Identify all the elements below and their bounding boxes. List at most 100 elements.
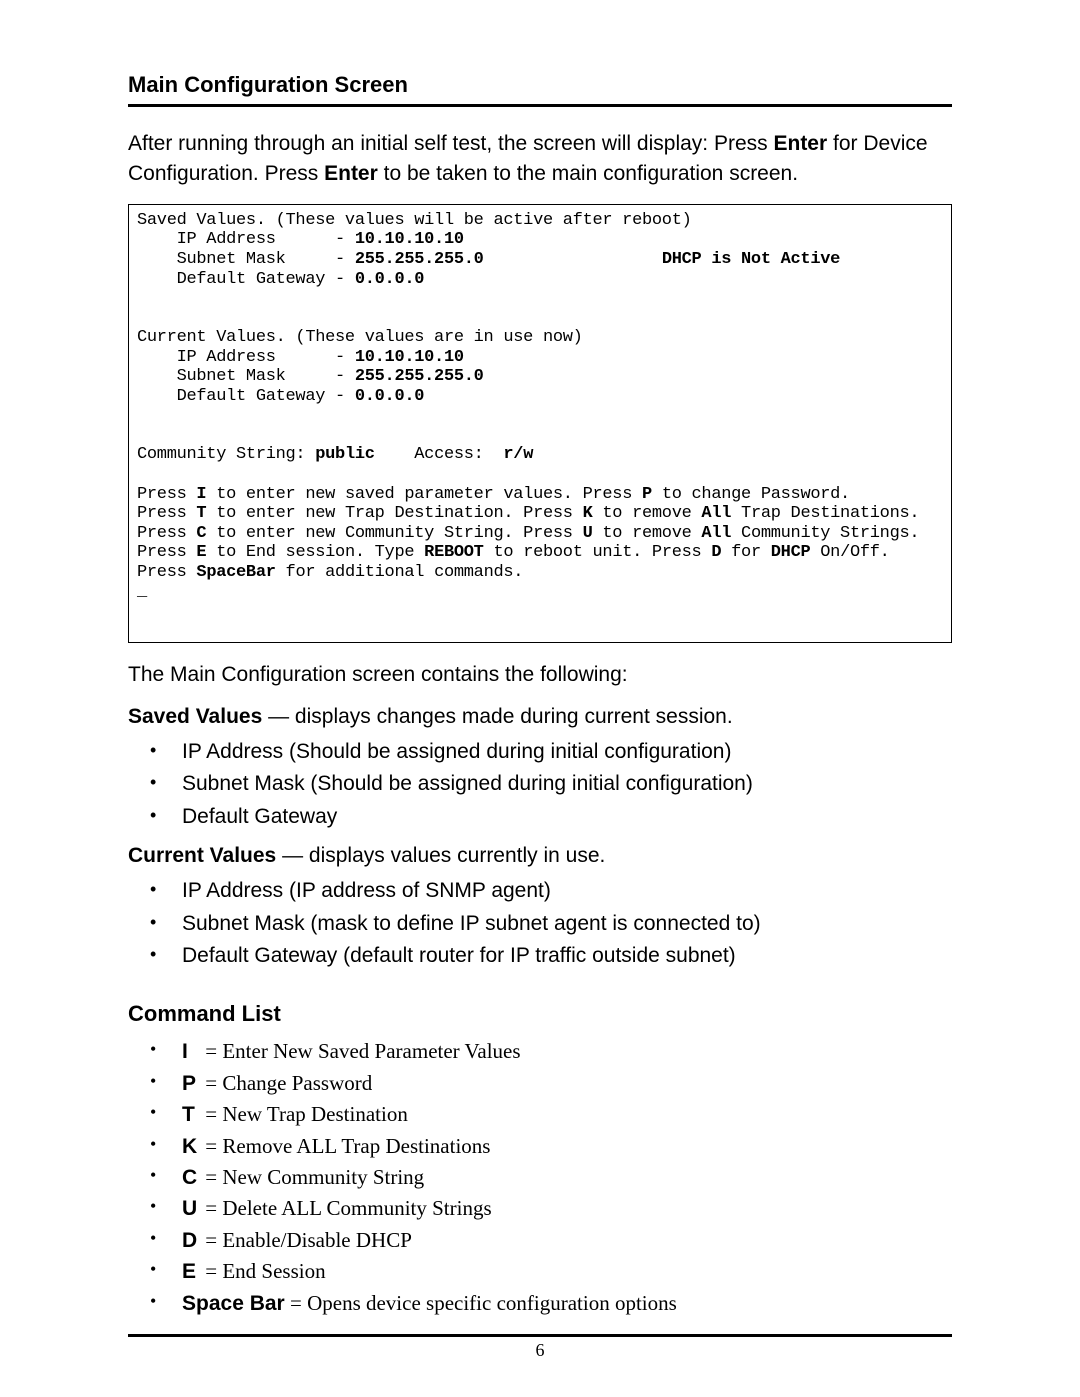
- current-values-bullets: IP Address (IP address of SNMP agent) Su…: [128, 876, 952, 971]
- page-number: 6: [0, 1340, 1080, 1361]
- list-item: Default Gateway: [128, 802, 952, 832]
- contains-line: The Main Configuration screen contains t…: [128, 663, 952, 687]
- current-values-desc: — displays values currently in use.: [276, 844, 605, 867]
- t-help2-a: Press: [137, 504, 196, 523]
- cmd-desc: New Community String: [222, 1165, 424, 1189]
- cmd-key: U: [182, 1194, 200, 1223]
- t-help4-c: to reboot unit. Press: [484, 543, 712, 562]
- cmd-key: I: [182, 1037, 200, 1066]
- list-item: Subnet Mask (Should be assigned during i…: [128, 769, 952, 799]
- t-current-gw-value: 0.0.0.0: [355, 387, 424, 406]
- cmd-key: T: [182, 1100, 200, 1129]
- t-access-label: Access:: [375, 445, 504, 464]
- t-help3-a: Press: [137, 524, 196, 543]
- t-saved-mask-label: Subnet Mask -: [137, 250, 355, 269]
- t-help4-k3: D: [711, 543, 721, 562]
- list-item: E = End Session: [128, 1257, 952, 1286]
- t-help2-d: Trap Destinations.: [731, 504, 919, 523]
- t-community-value: public: [315, 445, 374, 464]
- t-current-mask-value: 255.255.255.0: [355, 367, 484, 386]
- t-cursor: _: [137, 582, 147, 601]
- t-help4-e: On/Off.: [810, 543, 889, 562]
- list-item: P = Change Password: [128, 1069, 952, 1098]
- t-help4-k1: E: [196, 543, 206, 562]
- list-item: Subnet Mask (mask to define IP subnet ag…: [128, 909, 952, 939]
- t-help3-k3: All: [701, 524, 731, 543]
- list-item: Default Gateway (default router for IP t…: [128, 941, 952, 971]
- cmd-desc: Enter New Saved Parameter Values: [222, 1039, 520, 1063]
- cmd-desc: End Session: [222, 1259, 325, 1283]
- cmd-key: E: [182, 1257, 200, 1286]
- intro-text-3: to be taken to the main configuration sc…: [378, 162, 798, 185]
- t-help1-c: to change Password.: [652, 485, 850, 504]
- list-item: IP Address (IP address of SNMP agent): [128, 876, 952, 906]
- list-item: I = Enter New Saved Parameter Values: [128, 1037, 952, 1066]
- intro-bold-2: Enter: [324, 162, 378, 185]
- heading-rule: [128, 104, 952, 107]
- cmd-desc: Enable/Disable DHCP: [222, 1228, 412, 1252]
- t-saved-mask-value: 255.255.255.0: [355, 250, 484, 269]
- cmd-desc: Delete ALL Community Strings: [222, 1196, 491, 1220]
- t-help5-a: Press: [137, 563, 196, 582]
- intro-bold-1: Enter: [773, 132, 827, 155]
- t-saved-header: Saved Values. (These values will be acti…: [137, 211, 692, 230]
- t-community-label: Community String:: [137, 445, 315, 464]
- t-help4-k2: REBOOT: [424, 543, 483, 562]
- t-access-value: r/w: [503, 445, 533, 464]
- command-list: I = Enter New Saved Parameter Values P =…: [128, 1037, 952, 1318]
- t-current-ip-label: IP Address -: [137, 348, 355, 367]
- t-current-ip-value: 10.10.10.10: [355, 348, 464, 367]
- t-saved-ip-label: IP Address -: [137, 230, 355, 249]
- intro-text-1: After running through an initial self te…: [128, 132, 773, 155]
- t-help2-b: to enter new Trap Destination. Press: [206, 504, 582, 523]
- list-item: K = Remove ALL Trap Destinations: [128, 1132, 952, 1161]
- t-help5-b: for additional commands.: [276, 563, 524, 582]
- cmd-desc: New Trap Destination: [222, 1102, 408, 1126]
- cmd-desc: Change Password: [222, 1071, 372, 1095]
- footer-rule: [128, 1334, 952, 1337]
- list-item: D = Enable/Disable DHCP: [128, 1226, 952, 1255]
- command-list-heading: Command List: [128, 1001, 952, 1027]
- t-saved-gw-value: 0.0.0.0: [355, 270, 424, 289]
- t-help3-b: to enter new Community String. Press: [206, 524, 582, 543]
- current-values-label: Current Values: [128, 844, 276, 867]
- saved-values-desc: — displays changes made during current s…: [262, 705, 732, 728]
- saved-values-bullets: IP Address (Should be assigned during in…: [128, 737, 952, 832]
- t-saved-ip-value: 10.10.10.10: [355, 230, 464, 249]
- t-help5-k1: SpaceBar: [196, 563, 275, 582]
- cmd-desc: Opens device specific configuration opti…: [307, 1291, 677, 1315]
- t-dhcp-status: DHCP is Not Active: [662, 250, 840, 269]
- t-current-mask-label: Subnet Mask -: [137, 367, 355, 386]
- t-help3-c: to remove: [593, 524, 702, 543]
- t-help2-k3: All: [701, 504, 731, 523]
- list-item: U = Delete ALL Community Strings: [128, 1194, 952, 1223]
- cmd-key: Space Bar: [182, 1289, 285, 1318]
- t-help1-k2: P: [642, 485, 652, 504]
- t-help4-k4: DHCP: [771, 543, 811, 562]
- t-current-header: Current Values. (These values are in use…: [137, 328, 583, 347]
- t-help3-k1: C: [196, 524, 206, 543]
- t-saved-gw-label: Default Gateway -: [137, 270, 355, 289]
- t-current-gw-label: Default Gateway -: [137, 387, 355, 406]
- t-help3-k2: U: [583, 524, 593, 543]
- current-values-section: Current Values — displays values current…: [128, 844, 952, 868]
- terminal-screenshot: Saved Values. (These values will be acti…: [128, 204, 952, 643]
- t-help4-b: to End session. Type: [206, 543, 424, 562]
- list-item: IP Address (Should be assigned during in…: [128, 737, 952, 767]
- saved-values-label: Saved Values: [128, 705, 262, 728]
- t-help1-a: Press: [137, 485, 196, 504]
- t-help4-a: Press: [137, 543, 196, 562]
- t-dhcp-spacer: [484, 250, 662, 269]
- list-item: T = New Trap Destination: [128, 1100, 952, 1129]
- cmd-key: K: [182, 1132, 200, 1161]
- list-item: C = New Community String: [128, 1163, 952, 1192]
- t-help3-d: Community Strings.: [731, 524, 919, 543]
- t-help2-c: to remove: [593, 504, 702, 523]
- cmd-key: C: [182, 1163, 200, 1192]
- saved-values-section: Saved Values — displays changes made dur…: [128, 705, 952, 729]
- t-help1-b: to enter new saved parameter values. Pre…: [206, 485, 642, 504]
- t-help2-k2: K: [583, 504, 593, 523]
- page-heading: Main Configuration Screen: [128, 72, 952, 98]
- t-help2-k1: T: [196, 504, 206, 523]
- t-help4-d: for: [721, 543, 771, 562]
